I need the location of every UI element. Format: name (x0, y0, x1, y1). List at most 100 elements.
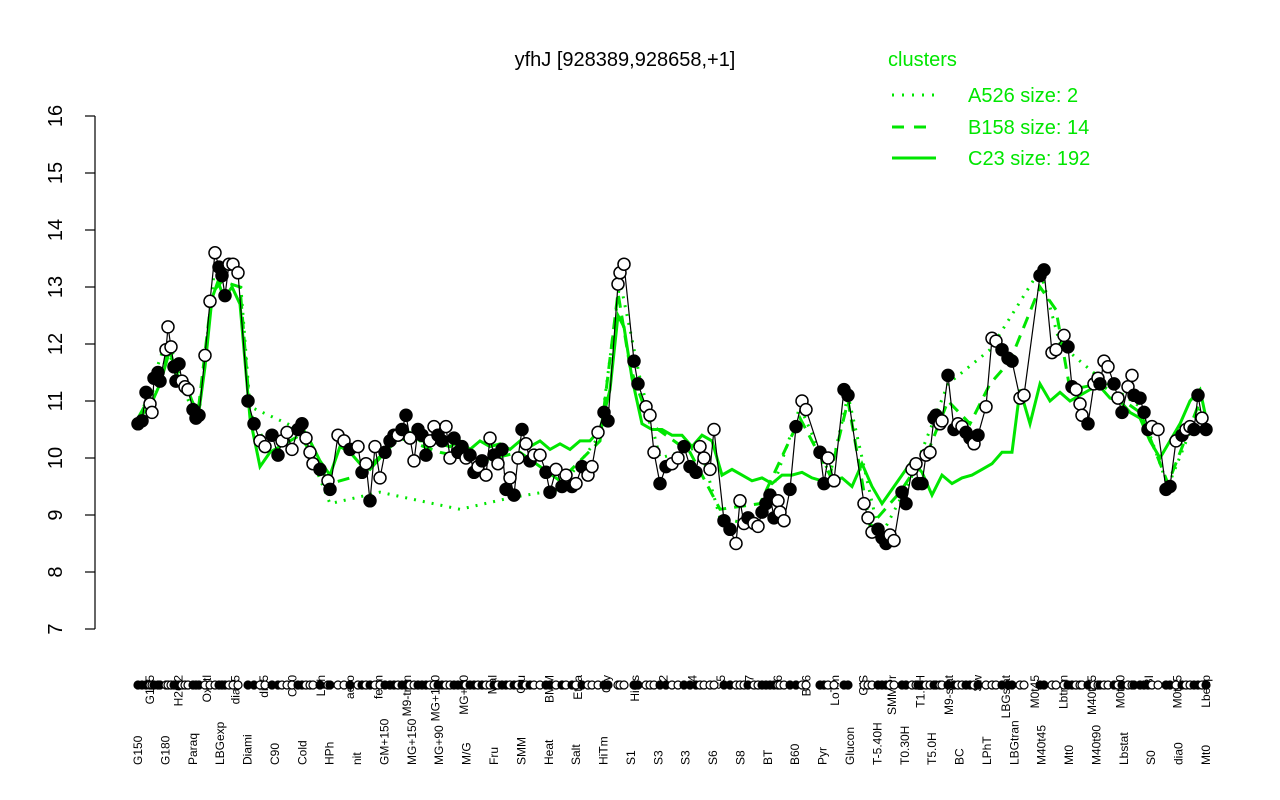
y-tick-label: 14 (45, 219, 67, 241)
x-tick-label-bottom: T-5.40H (870, 722, 884, 765)
data-point (215, 268, 229, 283)
data-point (789, 419, 803, 434)
data-point (495, 442, 509, 457)
data-point (447, 431, 461, 445)
x-tick-label-bottom: GM+150 (377, 718, 391, 765)
legend-entry-a526: A526 size: 2 (968, 85, 1078, 107)
data-point (258, 439, 272, 454)
x-tick-label-top: Lbtran (1056, 675, 1070, 709)
cluster-line (136, 279, 1202, 530)
data-point (363, 494, 377, 508)
data-point (723, 522, 737, 537)
data-point (627, 354, 641, 368)
data-point (783, 482, 797, 497)
data-point (1191, 388, 1205, 403)
data-point (265, 428, 279, 442)
data-point (899, 496, 913, 511)
data-point (1069, 382, 1083, 397)
data-point (653, 476, 667, 491)
x-tick-label-bottom: nit (350, 752, 364, 765)
data-point (1037, 263, 1051, 277)
data-point (915, 476, 929, 491)
data-point (543, 485, 557, 499)
data-point (895, 485, 909, 499)
x-tick-label-bottom: Diami (241, 734, 255, 765)
x-tick-label-bottom: HPh (323, 742, 337, 765)
data-point (693, 439, 707, 454)
x-tick-label-bottom: HiTm (597, 736, 611, 765)
legend-entry-c23: C23 size: 192 (968, 148, 1090, 170)
data-point (611, 277, 625, 291)
data-point (463, 448, 477, 462)
data-point (503, 471, 517, 485)
x-tick-label-bottom: Mt0 (1199, 745, 1213, 765)
data-point (145, 405, 159, 420)
x-tick-label-bottom: B60 (788, 743, 802, 765)
data-point (218, 288, 232, 303)
data-point (475, 454, 489, 468)
y-tick-label: 13 (45, 276, 67, 298)
data-point (483, 431, 497, 445)
data-point (827, 474, 841, 488)
data-point (1017, 388, 1031, 403)
x-tick-label-bottom: LBGexp (213, 721, 227, 765)
x-tick-label-bottom: Heat (542, 739, 556, 765)
data-point (1005, 354, 1019, 368)
x-tick-label-bottom: S6 (706, 750, 720, 765)
y-tick-label: 10 (45, 447, 67, 469)
data-point (909, 456, 923, 471)
data-point (979, 399, 993, 414)
x-tick-label-bottom: G180 (158, 735, 172, 765)
data-point (1049, 342, 1063, 357)
data-point (1061, 340, 1075, 354)
data-point (1195, 411, 1209, 425)
data-point (707, 422, 721, 437)
cluster-lines (136, 261, 1208, 543)
x-tick-label-bottom: S8 (733, 750, 747, 765)
x-tick-label-bottom: S0 (1144, 750, 1158, 765)
data-point (1199, 422, 1213, 437)
cluster-line (136, 261, 1202, 543)
data-point (857, 496, 871, 511)
data-point (1107, 377, 1121, 391)
data-point (733, 494, 747, 508)
x-tick-label-bottom: Fru (487, 747, 501, 765)
data-point (689, 465, 703, 480)
x-tick-label-bottom: dia0 (1172, 742, 1186, 765)
data-point (359, 456, 373, 471)
data-point (247, 417, 261, 431)
data-point (208, 246, 222, 260)
data-point (601, 414, 615, 428)
data-point (729, 536, 743, 551)
data-point (303, 445, 317, 460)
data-point (139, 385, 153, 400)
x-tick-label-bottom: M/G (460, 742, 474, 765)
x-tick-label-bottom: S3 (679, 750, 693, 765)
data-point (887, 533, 901, 548)
data-point (777, 513, 791, 528)
x-tick-label-bottom: BT (761, 749, 775, 765)
y-tick-label: 7 (45, 623, 67, 634)
data-point (971, 428, 985, 442)
data-series (131, 246, 1213, 551)
x-tick-label-bottom: BC (953, 748, 967, 765)
data-point (435, 434, 449, 448)
data-point (241, 394, 255, 408)
data-point (378, 445, 392, 460)
x-axis-rug (133, 680, 1211, 690)
data-point (192, 408, 206, 423)
y-tick-label: 15 (45, 162, 67, 184)
data-point (697, 451, 711, 465)
data-point (559, 468, 573, 482)
y-tick-label: 8 (45, 566, 67, 577)
data-point (164, 340, 178, 354)
data-point (1111, 391, 1125, 405)
data-point (841, 388, 855, 403)
data-point (861, 511, 875, 525)
x-tick-label-top: M0t90 (1113, 675, 1127, 709)
x-tick-label-bottom: C90 (268, 743, 282, 765)
data-point (285, 442, 299, 457)
data-point (647, 445, 661, 460)
data-point (351, 439, 365, 454)
